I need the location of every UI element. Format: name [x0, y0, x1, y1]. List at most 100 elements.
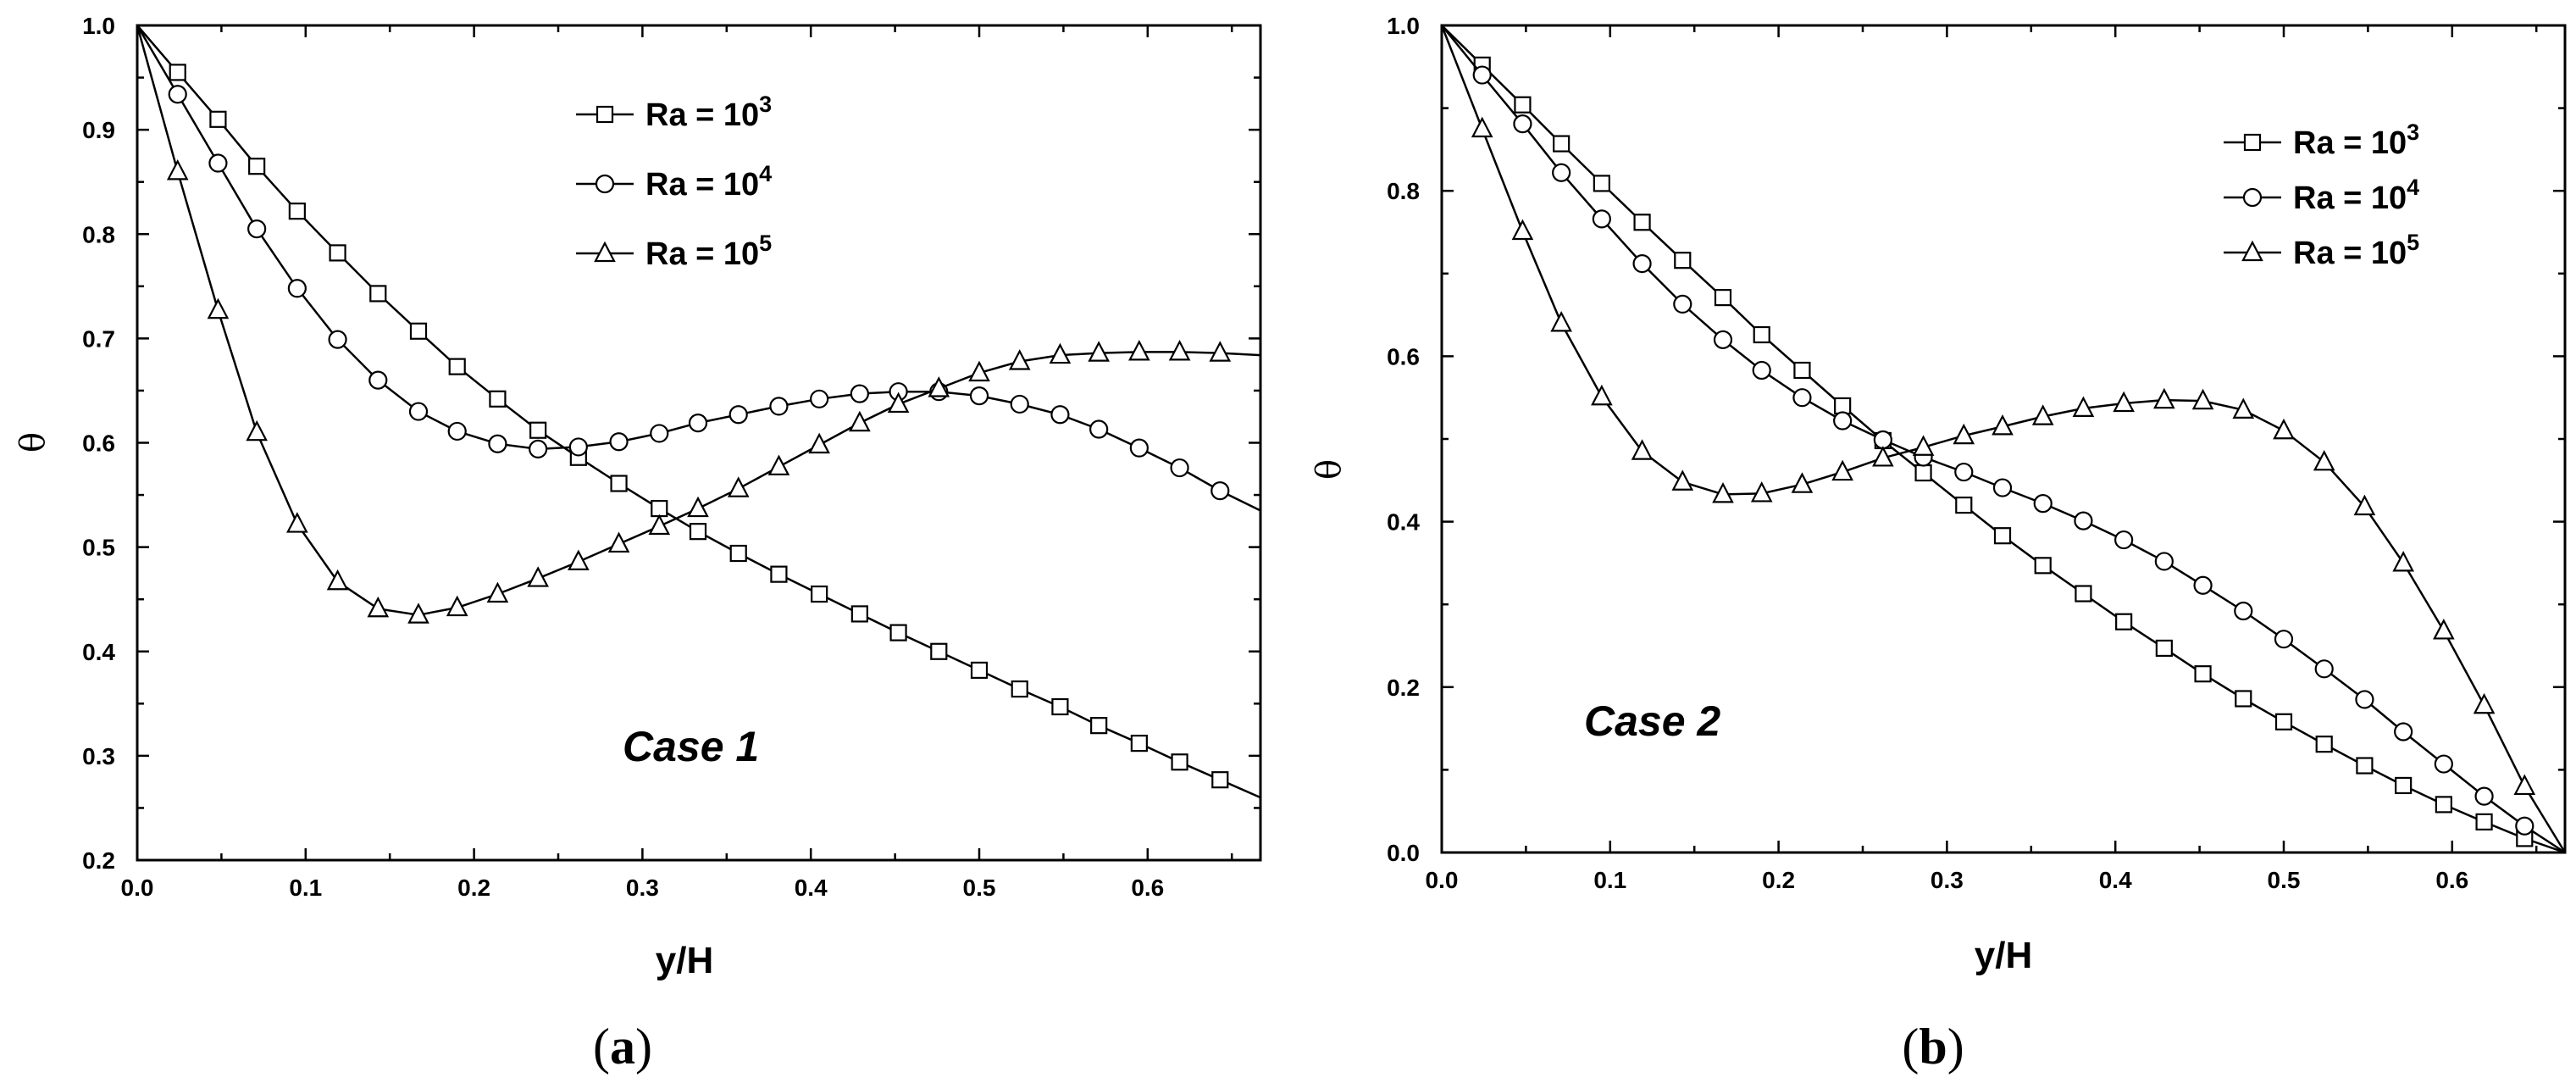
- legend-label: Ra = 104: [2293, 175, 2419, 216]
- legend-item: Ra = 105: [2224, 230, 2419, 271]
- y-tick-label: 0.7: [82, 325, 115, 352]
- legend-exponent: 4: [2407, 175, 2419, 200]
- circle-marker: [2114, 530, 2134, 550]
- square-marker: [369, 285, 387, 303]
- triangle-marker: [2353, 494, 2376, 516]
- square-marker: [1011, 680, 1028, 698]
- y-tick-label: 0.4: [1387, 509, 1420, 536]
- triangle-marker: [1511, 219, 1534, 241]
- y-tick-label: 0.4: [82, 639, 115, 665]
- case-annotation: Case 2: [1584, 697, 1720, 745]
- triangle-marker: [1591, 384, 1613, 406]
- square-marker: [930, 642, 948, 660]
- circle-marker: [1552, 163, 1571, 182]
- y-axis: 0.2 0.3 0.4 0.5 0.6 0.7 0.8 0.9 1.0: [82, 13, 1260, 874]
- triangle-marker: [1750, 481, 1773, 503]
- circle-marker: [408, 402, 429, 421]
- square-marker: [770, 565, 788, 583]
- circle-marker: [447, 421, 467, 442]
- circle-marker: [1472, 65, 1492, 85]
- square-marker: [2194, 665, 2212, 683]
- legend-item: Ra = 105: [576, 230, 772, 272]
- legend-item: Ra = 103: [2224, 119, 2419, 161]
- panel-caption: (b): [1902, 1019, 1964, 1075]
- triangle-marker: [1471, 116, 1493, 138]
- triangle-marker: [207, 297, 230, 319]
- square-marker: [689, 523, 707, 541]
- circle-marker: [850, 384, 869, 403]
- square-marker: [850, 605, 868, 623]
- legend-item: Ra = 104: [2224, 175, 2419, 216]
- x-axis: 0.0 0.1 0.2 0.3 0.4 0.5 0.6: [121, 25, 1233, 901]
- series-circle: [1441, 25, 2566, 854]
- circle-marker: [728, 405, 748, 425]
- legend-label: Ra = 103: [645, 92, 772, 133]
- square-marker: [1714, 289, 1732, 307]
- square-marker: [1514, 96, 1532, 114]
- square-marker: [1633, 214, 1651, 231]
- circle-marker: [969, 386, 989, 406]
- chart-panel-b: 0.0 0.1 0.2 0.3 0.4 0.5 0.6 0.0 0.2 0.4 0.6 0.8 1.0 y…: [1310, 13, 2567, 1075]
- square-marker: [2235, 690, 2252, 708]
- x-tick-label: 0.3: [626, 875, 659, 901]
- y-tick-label: 0.6: [1387, 343, 1420, 369]
- square-marker: [1130, 734, 1148, 753]
- square-marker: [169, 64, 186, 81]
- y-axis-label: θ: [14, 432, 53, 453]
- triangle-marker: [367, 596, 390, 618]
- square-marker: [729, 544, 747, 563]
- y-tick-label: 0.9: [82, 117, 115, 143]
- series-circle: [136, 25, 1261, 512]
- y-tick-label: 0.8: [1387, 178, 1420, 204]
- circle-marker: [2074, 511, 2093, 530]
- circle-marker: [810, 389, 829, 408]
- triangle-marker: [2072, 396, 2095, 417]
- triangle-marker: [446, 595, 468, 617]
- square-marker: [329, 244, 346, 262]
- circle-marker: [609, 432, 629, 452]
- legend: Ra = 103 Ra = 104 Ra = 105: [2224, 119, 2419, 271]
- circle-marker: [1513, 114, 1532, 134]
- panel-caption: (a): [593, 1019, 652, 1075]
- triangle-marker: [1992, 414, 2014, 436]
- square-marker: [1674, 252, 1692, 269]
- circle-marker: [2314, 659, 2334, 679]
- x-tick-label: 0.2: [1762, 867, 1795, 893]
- x-tick-label: 0.4: [2099, 867, 2132, 893]
- triangle-marker: [849, 410, 871, 432]
- x-tick-label: 0.0: [121, 875, 154, 901]
- case-annotation: Case 1: [623, 723, 759, 770]
- triangle-marker: [2273, 418, 2295, 440]
- x-tick-label: 0.5: [963, 875, 996, 901]
- circle-marker: [568, 437, 588, 457]
- square-marker: [970, 661, 989, 680]
- x-axis-label: y/H: [656, 940, 713, 981]
- square-marker: [610, 475, 628, 492]
- triangle-marker: [607, 531, 630, 553]
- series-square: [136, 25, 1261, 799]
- x-tick-label: 0.2: [457, 875, 490, 901]
- x-axis: 0.0 0.1 0.2 0.3 0.4 0.5 0.6: [1426, 25, 2538, 893]
- circle-marker: [2242, 187, 2263, 208]
- square-marker: [1914, 464, 1932, 482]
- series-triangle: [1440, 25, 2567, 853]
- square-marker: [2034, 557, 2052, 575]
- circle-marker: [2474, 786, 2494, 806]
- y-tick-label: 0.2: [82, 847, 115, 874]
- y-tick-label: 0.3: [82, 743, 115, 769]
- circle-marker: [1873, 430, 1892, 450]
- circle-marker: [287, 279, 307, 298]
- circle-marker: [2033, 494, 2052, 514]
- triangle-marker: [407, 603, 429, 624]
- x-tick-label: 0.3: [1931, 867, 1964, 893]
- square-marker: [651, 499, 668, 518]
- y-tick-label: 0.5: [82, 535, 115, 561]
- legend-item: Ra = 103: [576, 92, 772, 133]
- triangle-marker: [166, 159, 189, 180]
- legend: Ra = 103 Ra = 104 Ra = 105: [576, 92, 772, 272]
- triangle-marker: [687, 496, 709, 518]
- triangle-marker: [928, 376, 950, 397]
- x-tick-label: 0.1: [1593, 867, 1626, 893]
- triangle-marker: [887, 392, 910, 414]
